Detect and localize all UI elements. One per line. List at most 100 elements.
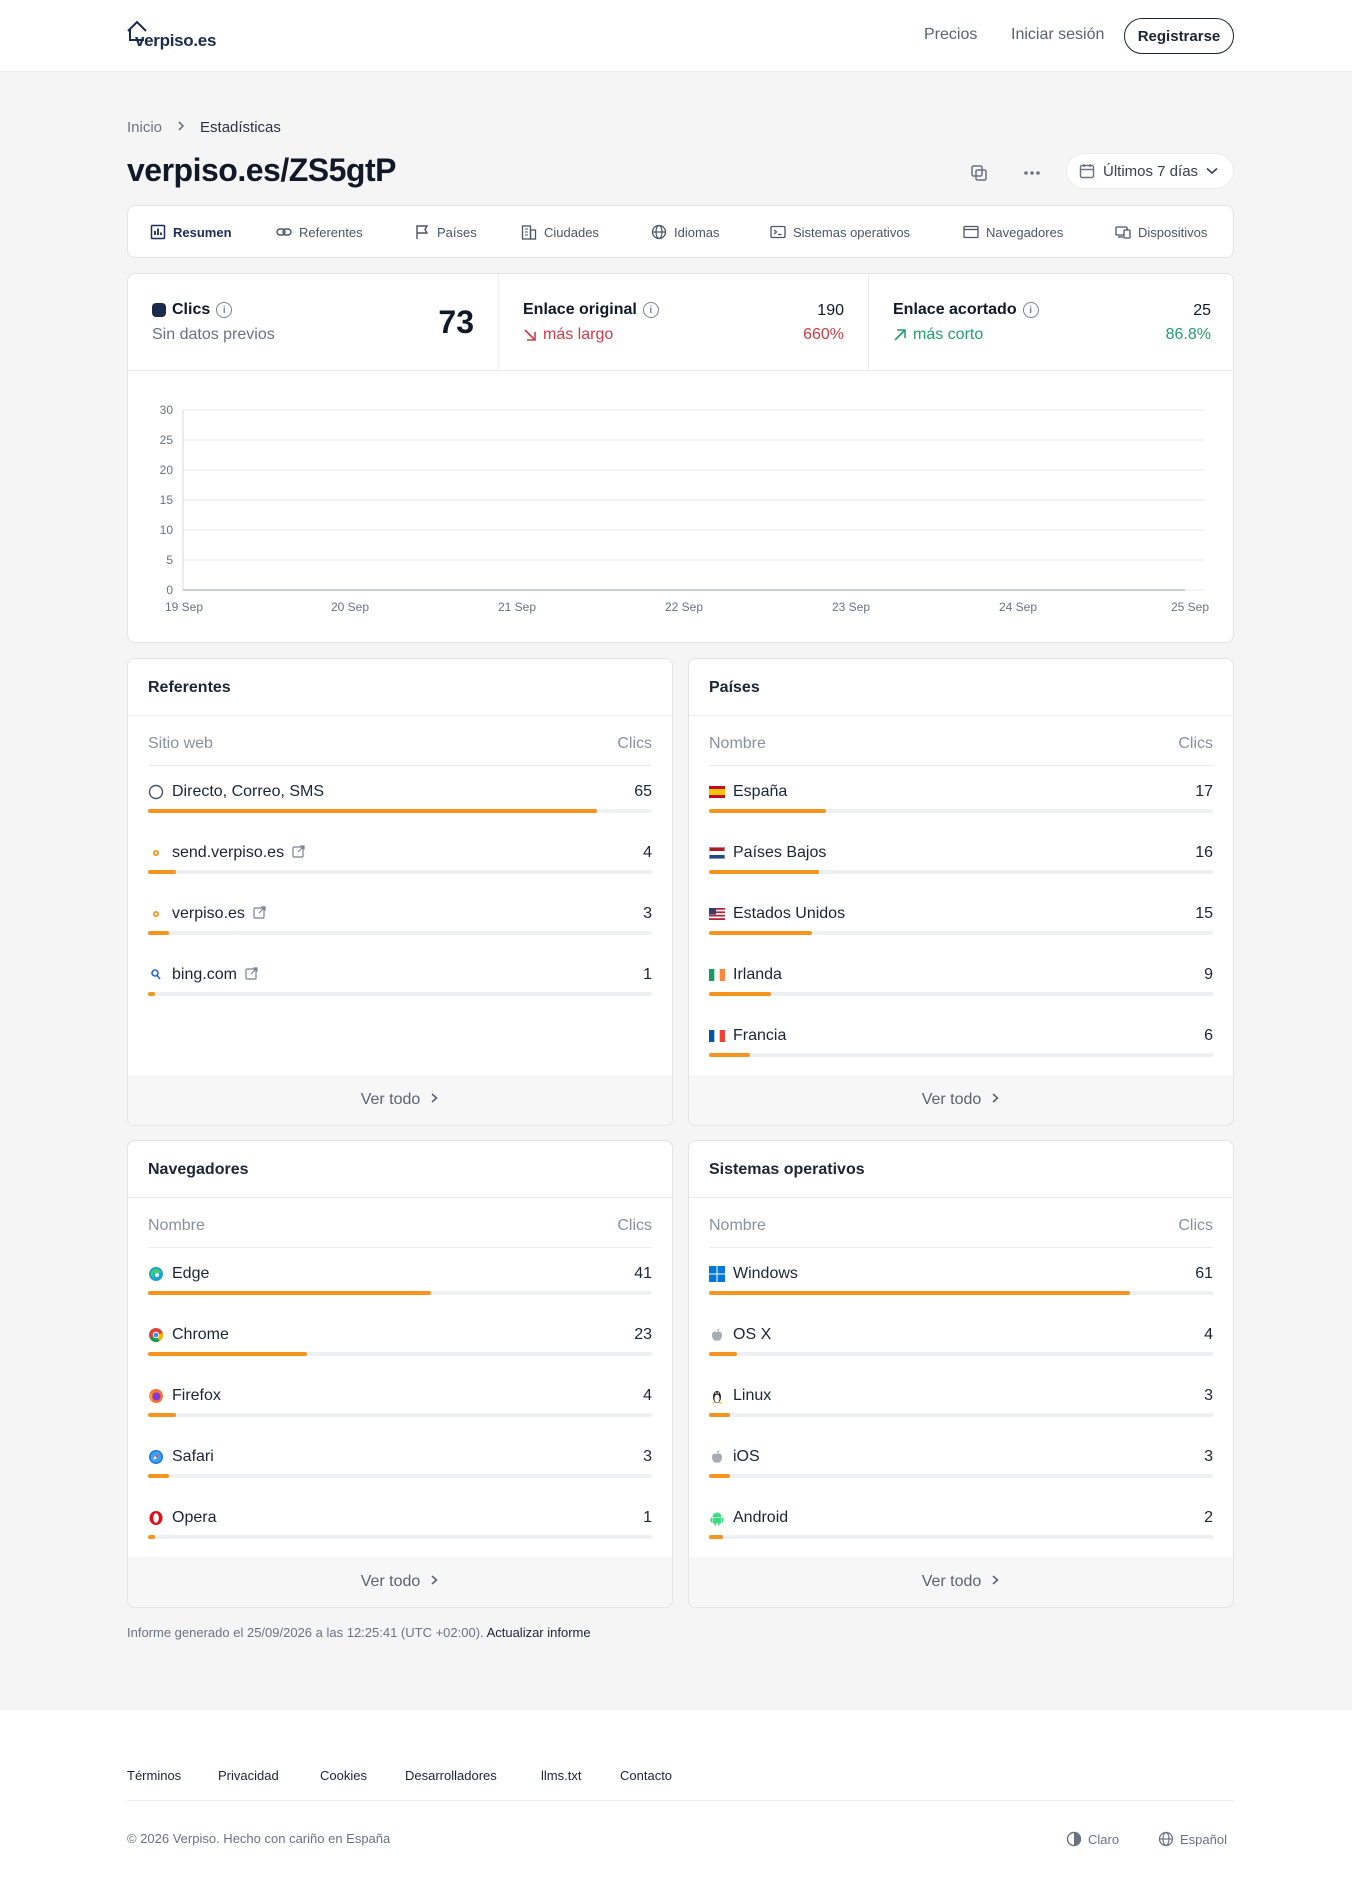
y-tick-label: 5: [166, 553, 173, 567]
register-button[interactable]: Registrarse: [1124, 18, 1234, 54]
y-tick-label: 25: [160, 433, 174, 447]
row-value: 4: [643, 1387, 652, 1404]
logo[interactable]: verpiso.es: [127, 20, 216, 52]
language-label: Español: [1180, 1831, 1227, 1847]
date-range-select[interactable]: Últimos 7 días: [1066, 153, 1234, 189]
tab-resumen[interactable]: Resumen: [150, 224, 232, 240]
footer-link-cookies[interactable]: Cookies: [320, 1768, 367, 1783]
tab-navegadores[interactable]: Navegadores: [963, 224, 1063, 240]
info-icon[interactable]: i: [1022, 302, 1039, 318]
footer-link-llms[interactable]: llms.txt: [541, 1768, 582, 1783]
x-tick-label: 21 Sep: [498, 600, 536, 614]
copy-icon: [971, 165, 987, 181]
x-tick-label: 19 Sep: [165, 600, 203, 614]
tab-dispositivos[interactable]: Dispositivos: [1115, 224, 1207, 240]
row-label-group: Android: [709, 1509, 788, 1527]
copy-button[interactable]: [962, 156, 996, 190]
divider: [689, 715, 1233, 716]
list-item[interactable]: Directo, Correo, SMS 65: [148, 773, 652, 833]
browsers-card: Navegadores Nombre Clics Edge 41 Chrome 23: [127, 1140, 673, 1608]
tab-sistemas-operativos[interactable]: Sistemas operativos: [770, 224, 910, 240]
column-header-name: Nombre: [709, 735, 766, 752]
view-all-button[interactable]: Ver todo: [128, 1557, 672, 1607]
row-label-group: iOS: [709, 1448, 760, 1466]
flag-ie-icon: [709, 967, 725, 983]
list-item[interactable]: Windows 61: [709, 1255, 1213, 1315]
footer-link-contacto[interactable]: Contacto: [620, 1768, 673, 1783]
card-title: Referentes: [148, 679, 231, 696]
list-item[interactable]: Países Bajos 16: [709, 834, 1213, 894]
row-value: 3: [1204, 1387, 1213, 1404]
external-link-icon[interactable]: [292, 845, 305, 861]
page-title: verpiso.es/ZS5gtP: [127, 152, 396, 188]
refresh-report-link[interactable]: Actualizar informe: [486, 1625, 591, 1640]
search-icon: [148, 967, 164, 983]
tab-ciudades[interactable]: Ciudades: [521, 224, 599, 240]
os-card: Sistemas operativos Nombre Clics Windows 6…: [688, 1140, 1234, 1608]
list-item[interactable]: Irlanda 9: [709, 956, 1213, 1016]
breadcrumb: Inicio Estadísticas: [127, 119, 281, 136]
info-icon[interactable]: i: [642, 302, 659, 318]
progress-track: [709, 931, 1213, 935]
external-link-icon[interactable]: [253, 906, 266, 922]
original-label-group: Enlace original i: [523, 301, 659, 319]
column-header-name: Sitio web: [148, 735, 213, 752]
breadcrumb-home[interactable]: Inicio: [127, 119, 163, 136]
progress-fill: [148, 1291, 432, 1295]
footer-link-desarrolladores[interactable]: Desarrolladores: [405, 1768, 497, 1783]
column-header-name: Nombre: [709, 1217, 766, 1234]
row-label-group: verpiso.es: [148, 905, 266, 923]
view-all-button[interactable]: Ver todo: [128, 1075, 672, 1125]
list-item[interactable]: Opera 1: [148, 1499, 652, 1559]
progress-fill: [709, 1535, 723, 1539]
view-all-button[interactable]: Ver todo: [689, 1557, 1233, 1607]
progress-fill: [709, 1291, 1131, 1295]
clicks-label-group: Clics i: [152, 301, 233, 319]
tab-paises[interactable]: Países: [414, 224, 477, 240]
list-item[interactable]: iOS 3: [709, 1438, 1213, 1498]
footer-link-terminos[interactable]: Términos: [127, 1768, 182, 1783]
row-label: Firefox: [172, 1387, 221, 1404]
clicks-chart: 0 5 10 15 20 25 30 19 Sep 20 Sep 21 Sep 22 Sep 23 S…: [160, 403, 1210, 614]
row-label-group: Linux: [709, 1387, 771, 1405]
row-label-group: Directo, Correo, SMS: [148, 783, 324, 801]
row-label-group: Edge: [148, 1265, 209, 1283]
list-item[interactable]: España 17: [709, 773, 1213, 833]
list-item[interactable]: bing.com 1: [148, 956, 652, 1016]
list-item[interactable]: Android 2: [709, 1499, 1213, 1559]
breadcrumb-current: Estadísticas: [200, 119, 281, 136]
tab-idiomas[interactable]: Idiomas: [651, 224, 720, 240]
progress-fill: [148, 1413, 176, 1417]
row-value: 1: [643, 966, 652, 983]
nav-pricing[interactable]: Precios: [924, 26, 978, 43]
progress-track: [709, 1413, 1213, 1417]
list-item[interactable]: Chrome 23: [148, 1316, 652, 1376]
tab-label: Resumen: [173, 224, 232, 240]
list-item[interactable]: Linux 3: [709, 1377, 1213, 1437]
footer-link-privacidad[interactable]: Privacidad: [218, 1768, 279, 1783]
view-all-label: Ver todo: [921, 1573, 982, 1590]
list-item[interactable]: send.verpiso.es 4: [148, 834, 652, 894]
card-title: Países: [709, 679, 760, 696]
external-link-icon[interactable]: [245, 967, 258, 983]
more-options-button[interactable]: [1015, 156, 1049, 190]
view-all-button[interactable]: Ver todo: [689, 1075, 1233, 1125]
list-item[interactable]: Safari 3: [148, 1438, 652, 1498]
nav-login[interactable]: Iniciar sesión: [1011, 26, 1105, 43]
language-select[interactable]: Español: [1158, 1831, 1227, 1847]
list-item[interactable]: OS X 4: [709, 1316, 1213, 1376]
list-item[interactable]: Firefox 4: [148, 1377, 652, 1437]
row-value: 3: [643, 905, 652, 922]
link-icon: [276, 228, 292, 236]
list-item[interactable]: verpiso.es 3: [148, 895, 652, 955]
tab-referentes[interactable]: Referentes: [276, 224, 363, 240]
theme-toggle[interactable]: Claro: [1066, 1831, 1119, 1847]
list-item[interactable]: Edge 41: [148, 1255, 652, 1315]
info-icon[interactable]: i: [216, 302, 233, 318]
list-item[interactable]: Estados Unidos 15: [709, 895, 1213, 955]
browser-window-icon: [963, 225, 979, 239]
circle-icon: [148, 784, 164, 800]
progress-track: [148, 870, 652, 874]
list-item[interactable]: Francia 6: [709, 1017, 1213, 1077]
more-dots-icon: [1024, 171, 1040, 175]
